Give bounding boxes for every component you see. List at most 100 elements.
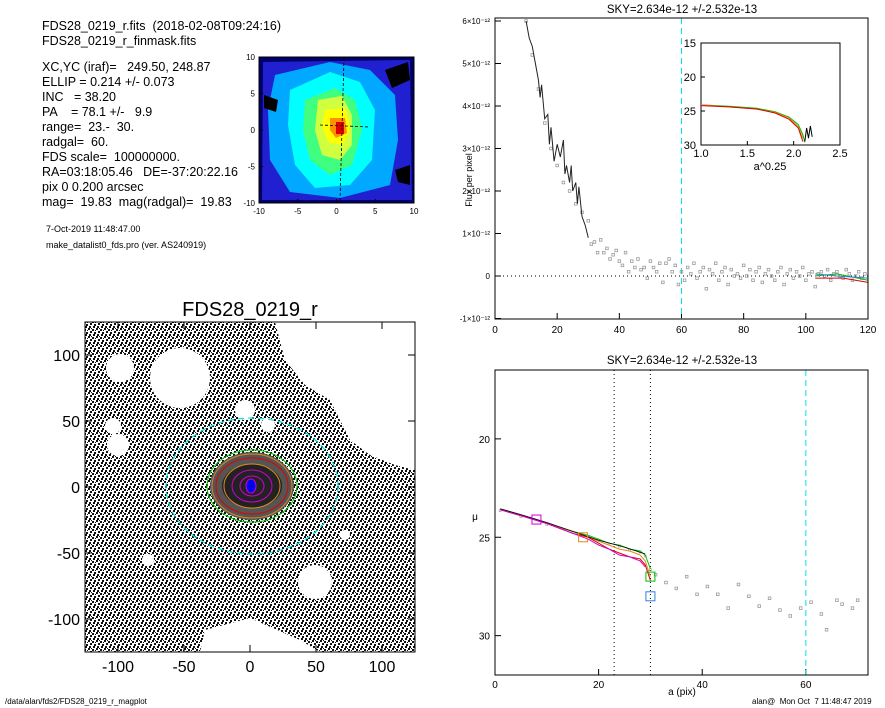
- flux-point: [543, 121, 547, 125]
- flux-point: [735, 272, 740, 276]
- mu-point: [705, 584, 710, 589]
- flux-point: [782, 282, 786, 287]
- flux-point: [667, 257, 671, 261]
- mu-point: [767, 596, 772, 600]
- mu-profile-line: [500, 509, 651, 581]
- inset-line: [700, 104, 806, 143]
- flux-point: [844, 267, 848, 272]
- flux-point: [773, 278, 777, 282]
- flux-point: [788, 267, 792, 272]
- flux-point: [636, 257, 640, 261]
- header-mask-line: FDS28_0219_r_finmask.fits: [42, 34, 197, 48]
- flux-point: [779, 265, 783, 270]
- flux-point: [819, 270, 824, 274]
- flux-xtick-label: 20: [552, 325, 564, 336]
- flux-point: [626, 270, 631, 274]
- flux-point: [769, 274, 774, 278]
- mu-profile-line: [500, 508, 646, 555]
- flux-point: [856, 270, 861, 274]
- mu-point: [684, 574, 689, 579]
- flux-ytick-label: 4×10⁻¹²: [462, 102, 490, 111]
- zoom-heatmap: [258, 56, 415, 204]
- param-line: radgal= 60.: [42, 135, 109, 149]
- zoom-ytick-label: -10: [243, 199, 255, 208]
- flux-point: [686, 265, 690, 270]
- image-ytick-label: 50: [62, 414, 80, 431]
- param-line: mag= 19.83 mag(radgal)= 19.83: [42, 195, 232, 209]
- param-line: XC,YC (iraf)= 249.50, 248.87: [42, 60, 211, 74]
- mu-point: [695, 592, 699, 597]
- flux-ytick-label: 3×10⁻¹²: [462, 145, 490, 154]
- flux-point: [751, 278, 755, 282]
- mu-point: [498, 509, 502, 513]
- footer-path: /data/alan/fds2/FDS28_0219_r_magplot: [5, 697, 147, 706]
- mu-point: [855, 598, 860, 602]
- flux-ytick-label: 0: [486, 272, 491, 281]
- flux-point: [602, 250, 606, 255]
- flux-point: [598, 238, 603, 242]
- zoom-xtick-label: -5: [294, 207, 302, 216]
- image-xtick-label: 100: [369, 659, 396, 676]
- flux-xtick-label: 100: [797, 325, 814, 336]
- flux-point: [723, 265, 727, 270]
- flux-point: [614, 248, 618, 253]
- mu-xtick-label: 0: [492, 680, 498, 691]
- flux-point: [726, 282, 730, 287]
- flux-point: [704, 287, 709, 291]
- flux-point: [835, 270, 839, 274]
- mu-marker: [578, 532, 589, 543]
- flux-point: [630, 259, 634, 263]
- image-xtick-label: 50: [307, 659, 325, 676]
- mu-point: [664, 580, 668, 585]
- flux-point: [608, 257, 612, 261]
- flux-ytick-label: 6×10⁻¹²: [462, 17, 490, 26]
- flux-ytick-label: 1×10⁻¹²: [462, 230, 490, 239]
- mu-profile-line: [500, 509, 646, 568]
- mu-point: [674, 586, 679, 591]
- flux-point: [807, 272, 811, 276]
- mu-point: [757, 604, 761, 608]
- flux-point: [741, 263, 746, 268]
- flux-ytick-label: 2×10⁻¹²: [462, 187, 490, 196]
- flux-point: [682, 278, 687, 282]
- mu-point: [824, 628, 829, 632]
- mu-marker: [645, 591, 656, 602]
- zoom-xtick-label: 0: [334, 207, 339, 216]
- flux-point: [847, 272, 852, 276]
- inset-line: [700, 105, 804, 142]
- inset-frame: [700, 42, 841, 146]
- mu-xtick-label: 40: [697, 680, 709, 691]
- flux-point: [661, 280, 665, 285]
- zoom-ytick-label: -5: [248, 163, 256, 172]
- flux-point: [804, 278, 808, 282]
- param-line: FDS scale= 100000000.: [42, 150, 180, 164]
- flux-ylabel: Flux per pixel: [464, 153, 474, 207]
- flux-profile-line: [525, 20, 589, 238]
- flux-xtick-label: 0: [492, 325, 498, 336]
- flux-xtick-label: 80: [738, 325, 750, 336]
- footer-user: alan@ Mon Oct 7 11:48:47 2019: [752, 697, 872, 706]
- flux-point: [605, 246, 609, 251]
- mu-point: [788, 614, 792, 618]
- flux-point: [729, 267, 733, 272]
- flux-point: [633, 265, 637, 270]
- flux-point: [679, 270, 684, 274]
- flux-point: [863, 272, 867, 276]
- image-ytick-label: 100: [53, 348, 80, 365]
- mu-point: [850, 606, 855, 610]
- mu-marker: [531, 514, 542, 525]
- inset-xtick-label: 2.0: [786, 148, 801, 160]
- flux-point: [676, 282, 681, 287]
- flux-point: [754, 270, 758, 274]
- flux-point: [611, 253, 615, 257]
- flux-point: [791, 276, 796, 280]
- mu-ytick-label: 30: [479, 632, 491, 643]
- param-line: range= 23.- 30.: [42, 120, 135, 134]
- flux-xtick-label: 40: [614, 325, 626, 336]
- param-line: INC = 38.20: [42, 90, 116, 104]
- mu-xlabel: a (pix): [668, 687, 696, 698]
- header-file-line: FDS28_0219_r.fits (2018-02-08T09:24:16): [42, 19, 282, 33]
- flux-point: [555, 163, 559, 168]
- inset-xtick-label: 1.0: [693, 148, 708, 160]
- mu-marker: [645, 571, 656, 582]
